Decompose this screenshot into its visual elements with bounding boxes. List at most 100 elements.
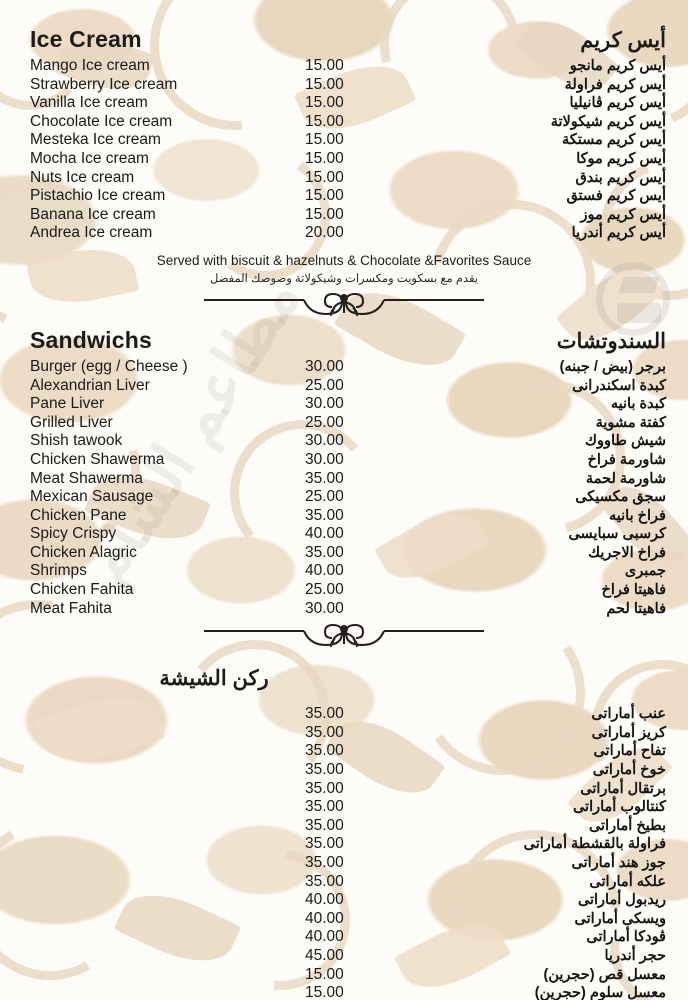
item-name-en: Grilled Liver — [30, 413, 113, 431]
item-name-en: Burger (egg / Cheese ) — [30, 357, 188, 375]
item-price: 15.00 — [305, 94, 344, 112]
item-name-ar: أيس كريم بندق — [575, 169, 666, 186]
item-price: 30.00 — [305, 357, 344, 375]
item-name-ar: عنب أماراتى — [591, 706, 666, 723]
item-name-ar: ڤودكا أماراتى — [586, 929, 666, 946]
item-name-ar: شاورمة فراخ — [587, 451, 666, 468]
item-name-ar: جمبرى — [624, 563, 666, 580]
item-price: 30.00 — [305, 395, 344, 413]
ice-cream-items: Mango Ice cream 15.00 أيس كريم مانجو Str… — [0, 53, 688, 243]
ice-cream-title-ar: أيس كريم — [580, 29, 666, 52]
menu-row: 40.00 ويسكى أماراتى — [0, 910, 688, 929]
item-price: 35.00 — [305, 761, 344, 779]
item-price: 35.00 — [305, 469, 344, 487]
item-price: 35.00 — [305, 506, 344, 524]
item-name-ar: خوخ أماراتى — [592, 762, 666, 779]
item-price: 15.00 — [305, 187, 344, 205]
menu-row: Chicken Alagric 35.00 فراخ الاجريك — [0, 544, 688, 563]
shisha-title-ar: ركن الشيشة — [159, 667, 269, 691]
menu-row: Pistachio Ice cream 15.00 أيس كريم فستق — [0, 187, 688, 206]
item-price: 30.00 — [305, 450, 344, 468]
item-price: 40.00 — [305, 909, 344, 927]
ice-cream-header: Ice Cream أيس كريم — [0, 26, 688, 53]
item-name-ar: فاهيتا لحم — [606, 600, 666, 617]
item-name-en: Chicken Fahita — [30, 581, 134, 599]
shisha-items: 35.00 عنب أماراتى 35.00 كريز أماراتى 35.… — [0, 691, 688, 1000]
item-name-en: Strawberry Ice cream — [30, 75, 178, 93]
item-name-en: Spicy Crispy — [30, 525, 117, 543]
item-name-en: Pane Liver — [30, 395, 105, 413]
item-price: 25.00 — [305, 488, 344, 506]
menu-row: Meat Fahita 30.00 فاهيتا لحم — [0, 600, 688, 619]
menu-row: Grilled Liver 25.00 كفتة مشوية — [0, 414, 688, 433]
sandwichs-title-ar: السندوتشات — [556, 329, 666, 353]
item-name-ar: كبدة بانيه — [610, 396, 666, 413]
item-name-ar: كريز أماراتى — [591, 724, 666, 741]
ice-cream-note: Served with biscuit & hazelnuts & Chocol… — [0, 253, 688, 285]
section-shisha: ركن الشيشة 35.00 عنب أماراتى 35.00 كريز … — [0, 650, 688, 1000]
item-name-en: Mango Ice cream — [30, 57, 150, 74]
item-price: 15.00 — [305, 168, 344, 186]
item-name-en: Banana Ice cream — [30, 205, 156, 223]
item-price: 35.00 — [305, 798, 344, 816]
item-name-ar: أيس كريم فراولة — [564, 76, 666, 93]
item-name-ar: أيس كريم موز — [580, 206, 666, 223]
item-price: 15.00 — [305, 984, 344, 1000]
item-name-en: Andrea Ice cream — [30, 224, 153, 242]
item-price: 30.00 — [305, 432, 344, 450]
item-name-ar: كنتالوب أماراتى — [572, 799, 666, 816]
item-price: 15.00 — [305, 205, 344, 223]
item-name-en: Shish tawook — [30, 432, 123, 450]
menu-row: 35.00 بطيخ أماراتى — [0, 817, 688, 836]
note-text-en: Served with biscuit & hazelnuts & Chocol… — [156, 252, 532, 268]
menu-row: 40.00 ريدبول أماراتى — [0, 891, 688, 910]
item-name-en: Vanilla Ice cream — [30, 94, 148, 112]
menu-row: 35.00 جوز هند أماراتى — [0, 854, 688, 873]
item-price: 25.00 — [305, 376, 344, 394]
menu-row: Strawberry Ice cream 15.00 أيس كريم فراو… — [0, 76, 688, 95]
item-name-ar: معسل سلوم (حجرين) — [534, 985, 666, 1000]
item-price: 30.00 — [305, 599, 344, 617]
item-name-ar: حجر أندريا — [604, 947, 666, 964]
menu-row: Shish tawook 30.00 شيش طاووك — [0, 432, 688, 451]
menu-row: 35.00 كريز أماراتى — [0, 724, 688, 743]
item-name-ar: ريدبول أماراتى — [577, 892, 666, 909]
item-name-ar: أيس كريم فستق — [566, 188, 666, 205]
item-name-en: Chicken Pane — [30, 506, 127, 524]
item-name-ar: أيس كريم أندريا — [571, 225, 666, 242]
menu-row: Mesteka Ice cream 15.00 أيس كريم مستكة — [0, 131, 688, 150]
item-price: 20.00 — [305, 224, 344, 242]
item-name-en: Chicken Alagric — [30, 543, 137, 561]
menu-row: Mocha Ice cream 15.00 أيس كريم موكا — [0, 150, 688, 169]
item-price: 35.00 — [305, 835, 344, 853]
menu-row: 35.00 كنتالوب أماراتى — [0, 798, 688, 817]
item-price: 25.00 — [305, 413, 344, 431]
item-name-ar: ويسكى أماراتى — [574, 910, 666, 927]
menu-row: 15.00 معسل قص (حجرين) — [0, 966, 688, 985]
menu-row: 15.00 معسل سلوم (حجرين) — [0, 984, 688, 1000]
menu-row: Nuts Ice cream 15.00 أيس كريم بندق — [0, 169, 688, 188]
item-price: 25.00 — [305, 581, 344, 599]
menu-row: Burger (egg / Cheese ) 30.00 برجر (بيض /… — [0, 358, 688, 377]
item-name-en: Chicken Shawerma — [30, 450, 165, 468]
sandwichs-items: Burger (egg / Cheese ) 30.00 برجر (بيض /… — [0, 354, 688, 618]
ornament-divider — [0, 289, 688, 319]
item-name-ar: فراولة بالقشطة أماراتى — [523, 836, 666, 853]
item-name-en: Meat Fahita — [30, 599, 112, 617]
note-text-ar: يقدم مع بسكويت ومكسرات وشيكولاتة وصوصك ا… — [210, 272, 478, 285]
item-name-ar: شاورمة لحمة — [585, 470, 666, 487]
item-price: 40.00 — [305, 562, 344, 580]
ice-cream-title-en: Ice Cream — [30, 26, 142, 52]
menu-row: 35.00 تفاح أماراتى — [0, 742, 688, 761]
item-name-en: Nuts Ice cream — [30, 168, 135, 186]
item-price: 35.00 — [305, 854, 344, 871]
item-name-ar: فاهيتا فراخ — [601, 582, 666, 599]
item-name-ar: فراخ الاجريك — [588, 544, 666, 561]
item-name-ar: كبدة اسكندرانى — [572, 377, 666, 394]
item-name-ar: برجر (بيض / جبنه) — [559, 358, 666, 375]
item-price: 15.00 — [305, 149, 344, 167]
item-name-en: Alexandrian Liver — [30, 376, 150, 394]
item-price: 15.00 — [305, 112, 344, 130]
item-price: 15.00 — [305, 57, 344, 74]
item-price: 15.00 — [305, 131, 344, 149]
